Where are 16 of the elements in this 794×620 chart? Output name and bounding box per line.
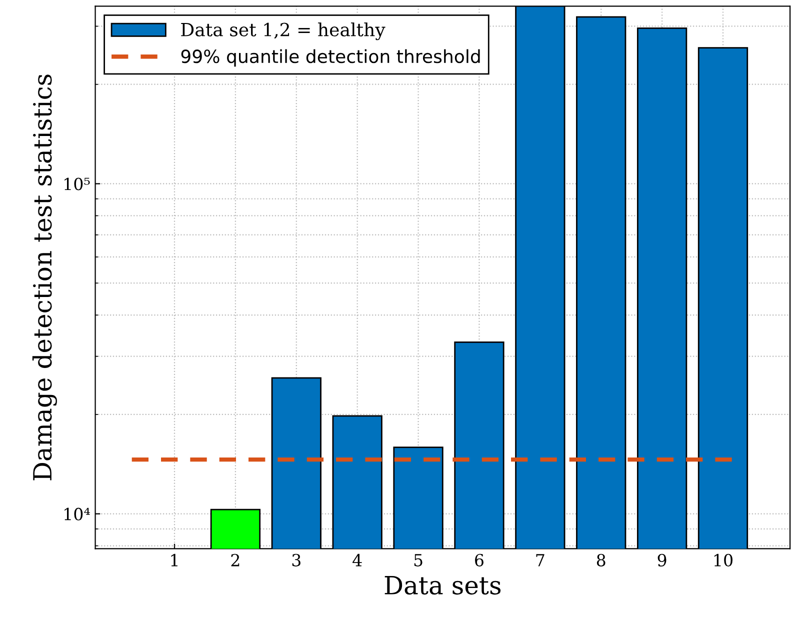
x-tick-label: 3 [292,554,300,566]
y-tick-label: 10⁴ [64,508,90,520]
x-tick-label: 6 [475,554,484,566]
x-axis-title: Data sets [384,576,501,595]
x-tick-label: 2 [231,554,240,566]
x-tick-label: 7 [536,554,544,566]
x-tick-label: 9 [658,554,666,566]
legend-label: 99% quantile detection threshold [181,49,480,67]
legend-label: Data set 1,2 = healthy [181,22,386,40]
x-tick-label: 8 [596,554,606,566]
x-tick-label: 10 [714,554,732,566]
y-axis-title: Damage detection test statistics [32,74,57,480]
x-tick-label: 4 [352,554,362,566]
x-tick-label: 1 [171,554,178,566]
y-tick-label: 10⁵ [64,178,90,190]
x-tick-label: 5 [414,554,422,566]
